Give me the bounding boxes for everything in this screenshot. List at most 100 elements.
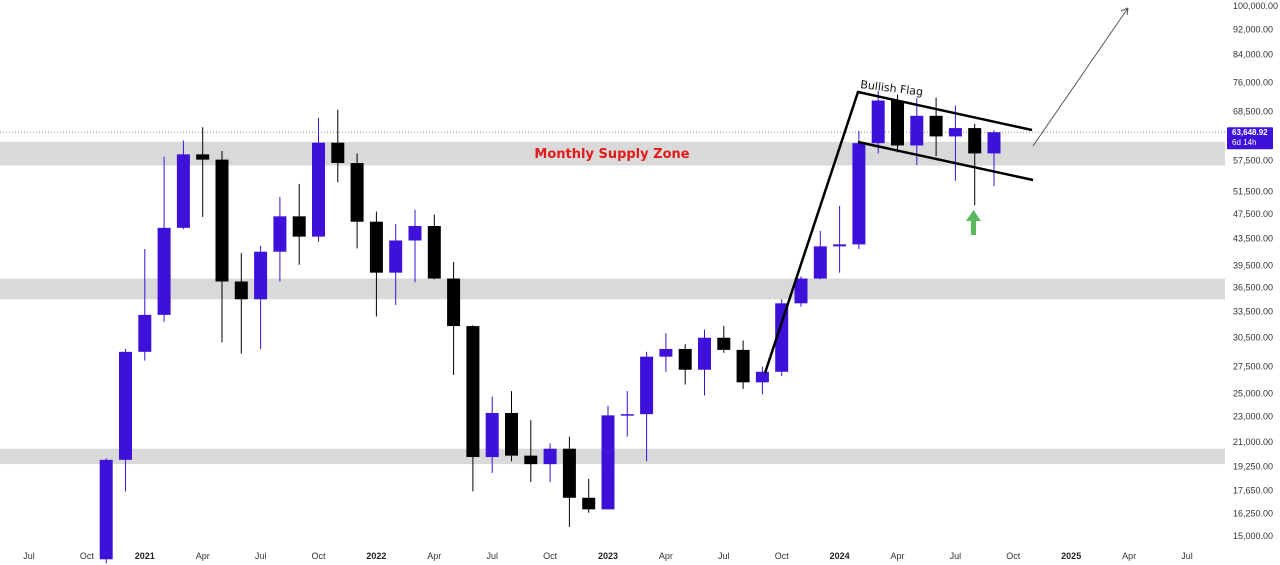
candle-body <box>987 132 1001 154</box>
y-tick-label: 36,500.00 <box>1233 283 1273 293</box>
x-tick-label: 2021 <box>135 551 155 561</box>
candle-body <box>215 159 229 282</box>
x-tick-label: Jul <box>255 551 267 561</box>
candle-body <box>794 278 808 304</box>
candle-body <box>331 142 345 164</box>
zone-band-0 <box>0 141 1225 166</box>
candle-body <box>196 154 210 160</box>
candle-body <box>350 163 364 222</box>
x-tick-label: Jul <box>718 551 730 561</box>
candle-body <box>678 348 692 370</box>
candle <box>698 329 711 396</box>
y-axis: 100,000.00 92,000.00 84,000.00 76,000.00 68,… <box>1233 1 1278 541</box>
candle-body <box>157 227 171 315</box>
candle-body <box>968 128 982 154</box>
candle-body <box>389 240 403 273</box>
candle-body <box>447 278 461 327</box>
y-tick-label: 23,000.00 <box>1233 412 1273 422</box>
candle-body <box>543 448 557 465</box>
candle-body <box>292 216 306 237</box>
candle <box>582 478 596 513</box>
candle <box>678 344 692 385</box>
candle <box>659 333 673 372</box>
candle-body <box>891 100 904 146</box>
price-badge-box <box>1227 127 1273 150</box>
candle <box>331 109 345 183</box>
candles-layer <box>99 90 1001 564</box>
candle <box>948 105 962 181</box>
candle <box>254 245 268 349</box>
candle-body <box>176 154 190 228</box>
candle <box>736 340 750 389</box>
x-tick-label: Apr <box>1122 551 1136 561</box>
price-badge-value: 63,648.92 <box>1232 128 1268 137</box>
y-tick-label: 33,500.00 <box>1233 307 1273 317</box>
candle-body <box>736 349 750 383</box>
candle <box>99 458 113 564</box>
candle-body <box>910 115 924 146</box>
candle <box>215 151 229 343</box>
candle-body <box>640 356 654 415</box>
candle <box>601 405 615 510</box>
candle <box>485 396 499 473</box>
x-tick-label: Jul <box>950 551 962 561</box>
candle <box>234 253 248 354</box>
candle-body <box>659 348 673 357</box>
candle-body <box>698 337 711 370</box>
candle <box>466 325 480 492</box>
candle-body <box>775 303 789 372</box>
zone-band-1 <box>0 278 1225 300</box>
candle <box>119 348 132 492</box>
y-tick-label: 92,000.00 <box>1233 24 1273 34</box>
x-tick-label: 2024 <box>830 551 850 561</box>
candle-body <box>254 251 268 300</box>
candle-body <box>99 459 113 560</box>
projection-arrowhead-icon <box>1120 7 1129 16</box>
candle <box>717 326 731 353</box>
x-tick-label: Apr <box>659 551 673 561</box>
flag-pole-line <box>763 90 1033 374</box>
candle <box>524 420 538 482</box>
up-arrow-icon <box>966 210 981 235</box>
candle <box>891 94 904 153</box>
y-tick-label: 57,500.00 <box>1233 156 1273 166</box>
y-tick-label: 27,500.00 <box>1233 362 1273 372</box>
candle <box>273 196 287 282</box>
y-tick-label: 51,500.00 <box>1233 186 1273 196</box>
candle-body <box>524 455 538 465</box>
candle-body <box>408 225 422 241</box>
candle-body <box>852 143 866 245</box>
price-badge-countdown: 6d 14h <box>1232 138 1256 147</box>
x-tick-label: Jul <box>23 551 35 561</box>
y-tick-label: 15,000.00 <box>1233 531 1273 541</box>
x-tick-label: 2025 <box>1061 551 1081 561</box>
candle-body <box>813 246 827 279</box>
x-tick-label: Apr <box>196 551 210 561</box>
zone-label: Monthly Supply Zone <box>534 147 689 162</box>
candle <box>350 153 364 249</box>
candle <box>987 130 1001 187</box>
candle <box>505 391 518 462</box>
x-tick-label: Oct <box>543 551 558 561</box>
candle <box>620 391 634 437</box>
candle-body <box>871 100 885 144</box>
candle-body <box>562 448 576 498</box>
candle-body <box>312 142 325 237</box>
candle <box>640 351 654 462</box>
x-tick-label: Apr <box>427 551 441 561</box>
y-tick-label: 76,000.00 <box>1233 78 1273 88</box>
candle <box>794 276 808 307</box>
y-tick-label: 17,650.00 <box>1233 486 1273 496</box>
candle <box>813 230 827 280</box>
candle-body <box>505 412 518 456</box>
candle-body <box>582 497 596 510</box>
candle <box>871 90 885 154</box>
y-tick-label: 68,500.00 <box>1233 107 1273 117</box>
candle-body <box>369 221 383 273</box>
candle <box>755 366 769 395</box>
candle <box>369 211 383 317</box>
candle-body <box>138 314 152 352</box>
candle <box>138 249 152 361</box>
candle <box>775 299 789 376</box>
candle <box>833 205 847 273</box>
